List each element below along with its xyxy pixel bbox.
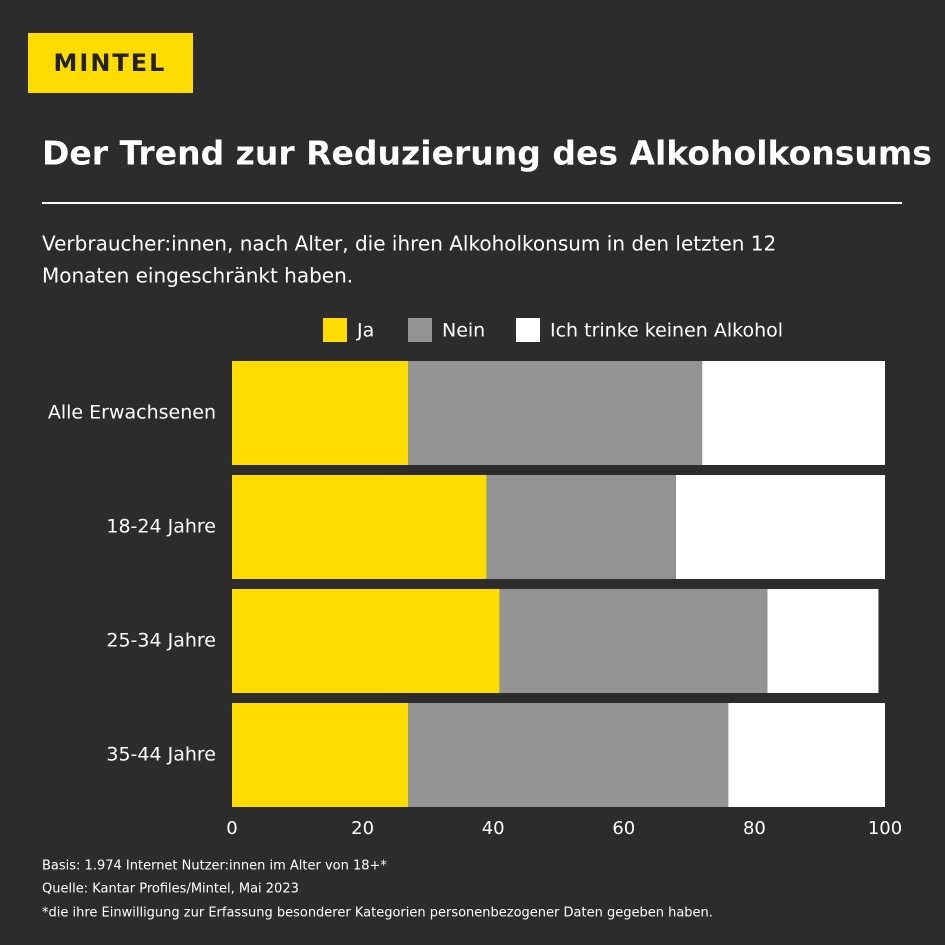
chart-title: Der Trend zur Reduzierung des Alkoholkon… [42,134,932,173]
note: Quelle: Kantar Profiles/Mintel, Mai 2023 [42,882,299,897]
y-tick-label: 25-34 Jahre [106,630,216,652]
note: *die ihre Einwilligung zur Erfassung bes… [42,906,713,921]
x-tick-label: 60 [612,818,635,839]
bar-segment [232,475,487,579]
subtitle: Monaten eingeschränkt haben. [42,264,353,288]
bar-segment [232,361,409,465]
legend-swatch [408,318,432,342]
y-tick-label: Alle Erwachsenen [48,402,216,424]
bar-segment [486,475,677,579]
legend-label: Nein [442,320,485,342]
x-tick-label: 80 [743,818,766,839]
logo: MINTEL [54,49,167,77]
x-tick-label: 40 [482,818,505,839]
bar-segment [408,703,729,807]
legend-swatch [516,318,540,342]
bar-segment [676,475,885,579]
bar-segment [767,589,879,693]
bar-segment [702,361,885,465]
legend-label: Ja [356,320,374,342]
logo-box [28,33,193,93]
legend-swatch [323,318,347,342]
x-tick-label: 100 [868,818,902,839]
subtitle: Verbraucher:innen, nach Alter, die ihren… [42,232,776,256]
bar-segment [499,589,768,693]
y-tick-label: 35-44 Jahre [106,744,216,766]
x-tick-label: 0 [226,818,237,839]
bar-segment [408,361,703,465]
legend-label: Ich trinke keinen Alkohol [550,320,783,342]
bar-segment [232,703,409,807]
y-tick-label: 18-24 Jahre [106,516,216,538]
bar-segment [728,703,885,807]
x-tick-label: 20 [351,818,374,839]
bar-segment [232,589,500,693]
note: Basis: 1.974 Internet Nutzer:innen im Al… [42,859,387,874]
